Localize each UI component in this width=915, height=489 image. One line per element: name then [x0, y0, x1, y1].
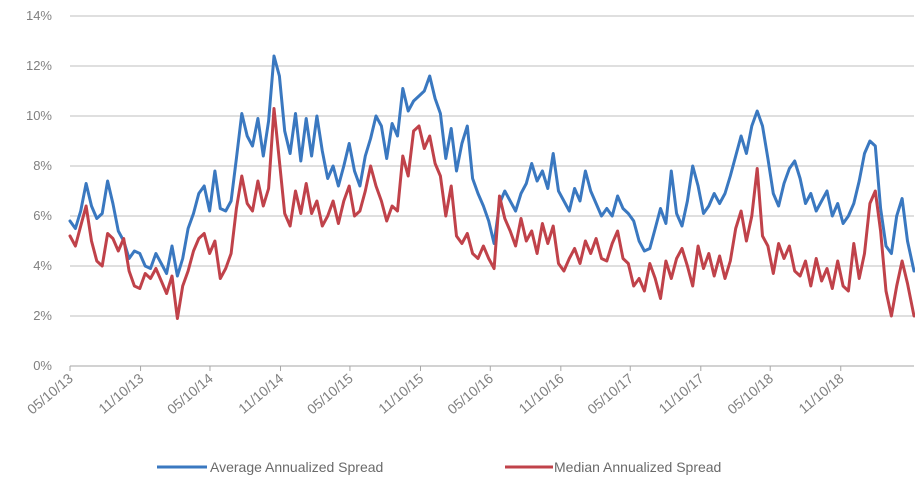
x-tick-label: 05/10/13 [24, 370, 76, 417]
x-tick-label: 05/10/16 [444, 370, 496, 417]
x-tick-label: 11/10/18 [795, 370, 846, 417]
x-tick-label: 11/10/14 [235, 370, 286, 417]
legend: Average Annualized Spread Median Annuali… [157, 459, 721, 475]
x-tick-label: 05/10/14 [164, 370, 216, 417]
y-tick-label: 2% [33, 308, 52, 323]
legend-label-median: Median Annualized Spread [554, 459, 721, 475]
y-tick-label: 0% [33, 358, 52, 373]
y-tick-label: 8% [33, 158, 52, 173]
gridlines [70, 15, 914, 317]
y-tick-label: 6% [33, 208, 52, 223]
x-tick-label: 05/10/17 [584, 370, 636, 417]
x-tick-label: 11/10/17 [655, 370, 706, 417]
y-tick-label: 14% [26, 8, 52, 23]
y-tick-label: 12% [26, 58, 52, 73]
y-tick-label: 4% [33, 258, 52, 273]
x-axis [69, 365, 914, 371]
series-line-median [68, 107, 915, 320]
x-axis-tick-labels: 05/10/13 11/10/13 05/10/14 11/10/14 05/10/15… [24, 370, 847, 417]
x-tick-label: 11/10/13 [95, 370, 146, 417]
x-tick-label: 11/10/15 [375, 370, 426, 417]
legend-label-average: Average Annualized Spread [210, 459, 383, 475]
x-tick-label: 11/10/16 [516, 370, 567, 417]
y-tick-label: 10% [26, 108, 52, 123]
series-line-average [68, 54, 915, 278]
series-lines [68, 54, 915, 320]
y-axis-tick-labels: 0% 2% 4% 6% 8% 10% 12% 14% [26, 8, 52, 373]
x-tick-label: 05/10/15 [304, 370, 356, 417]
x-tick-label: 05/10/18 [724, 370, 776, 417]
